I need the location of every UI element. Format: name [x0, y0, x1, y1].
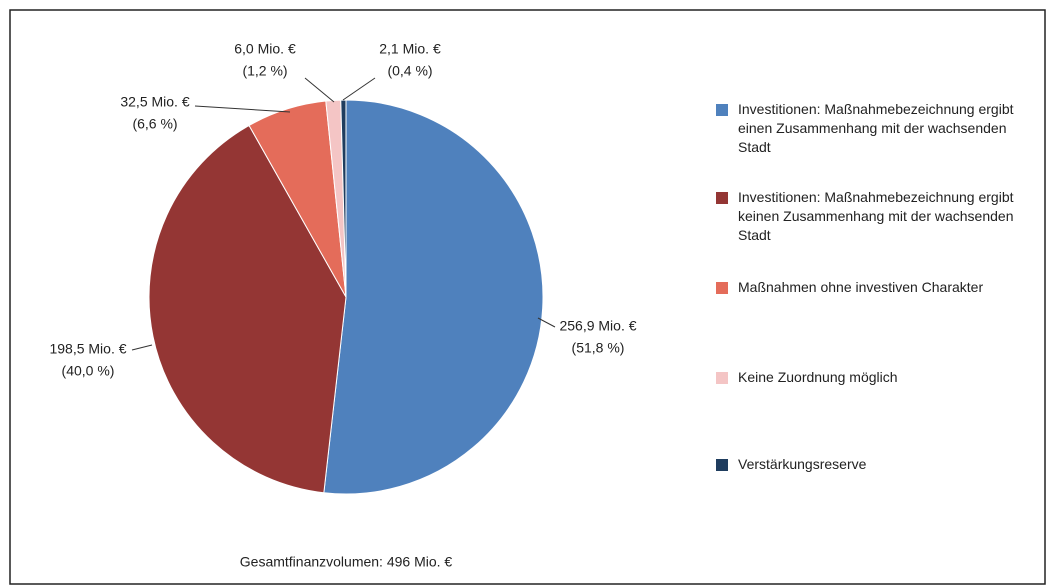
- legend-swatch: [716, 459, 728, 471]
- legend-label: Investitionen: Maßnahmebezeichnung ergib…: [738, 189, 1014, 243]
- legend-swatch: [716, 192, 728, 204]
- legend-label: Verstärkungsreserve: [738, 456, 867, 472]
- value-label: 198,5 Mio. €: [49, 341, 126, 357]
- value-label: 32,5 Mio. €: [120, 94, 189, 110]
- pie-slice: [323, 99, 544, 495]
- total-note: Gesamtfinanzvolumen: 496 Mio. €: [240, 554, 453, 570]
- value-label: 2,1 Mio. €: [379, 41, 441, 57]
- pie-slice: [148, 124, 347, 494]
- leader-line: [537, 317, 556, 328]
- legend-swatch: [716, 104, 728, 116]
- percent-label: (51,8 %): [572, 340, 625, 356]
- leader-line: [131, 344, 153, 351]
- legend-label: Investitionen: Maßnahmebezeichnung ergib…: [738, 101, 1014, 155]
- percent-label: (40,0 %): [62, 363, 115, 379]
- frame: [9, 9, 1046, 585]
- leader-line: [342, 77, 376, 101]
- legend-swatch: [716, 282, 728, 294]
- leader-line: [194, 105, 291, 113]
- legend-label: Keine Zuordnung möglich: [738, 369, 898, 385]
- percent-label: (1,2 %): [242, 63, 287, 79]
- value-label: 6,0 Mio. €: [234, 41, 296, 57]
- legend-label: Maßnahmen ohne investiven Charakter: [738, 279, 984, 295]
- percent-label: (0,4 %): [387, 63, 432, 79]
- value-label: 256,9 Mio. €: [559, 318, 636, 334]
- leader-line: [304, 77, 335, 103]
- legend-swatch: [716, 372, 728, 384]
- percent-label: (6,6 %): [132, 116, 177, 132]
